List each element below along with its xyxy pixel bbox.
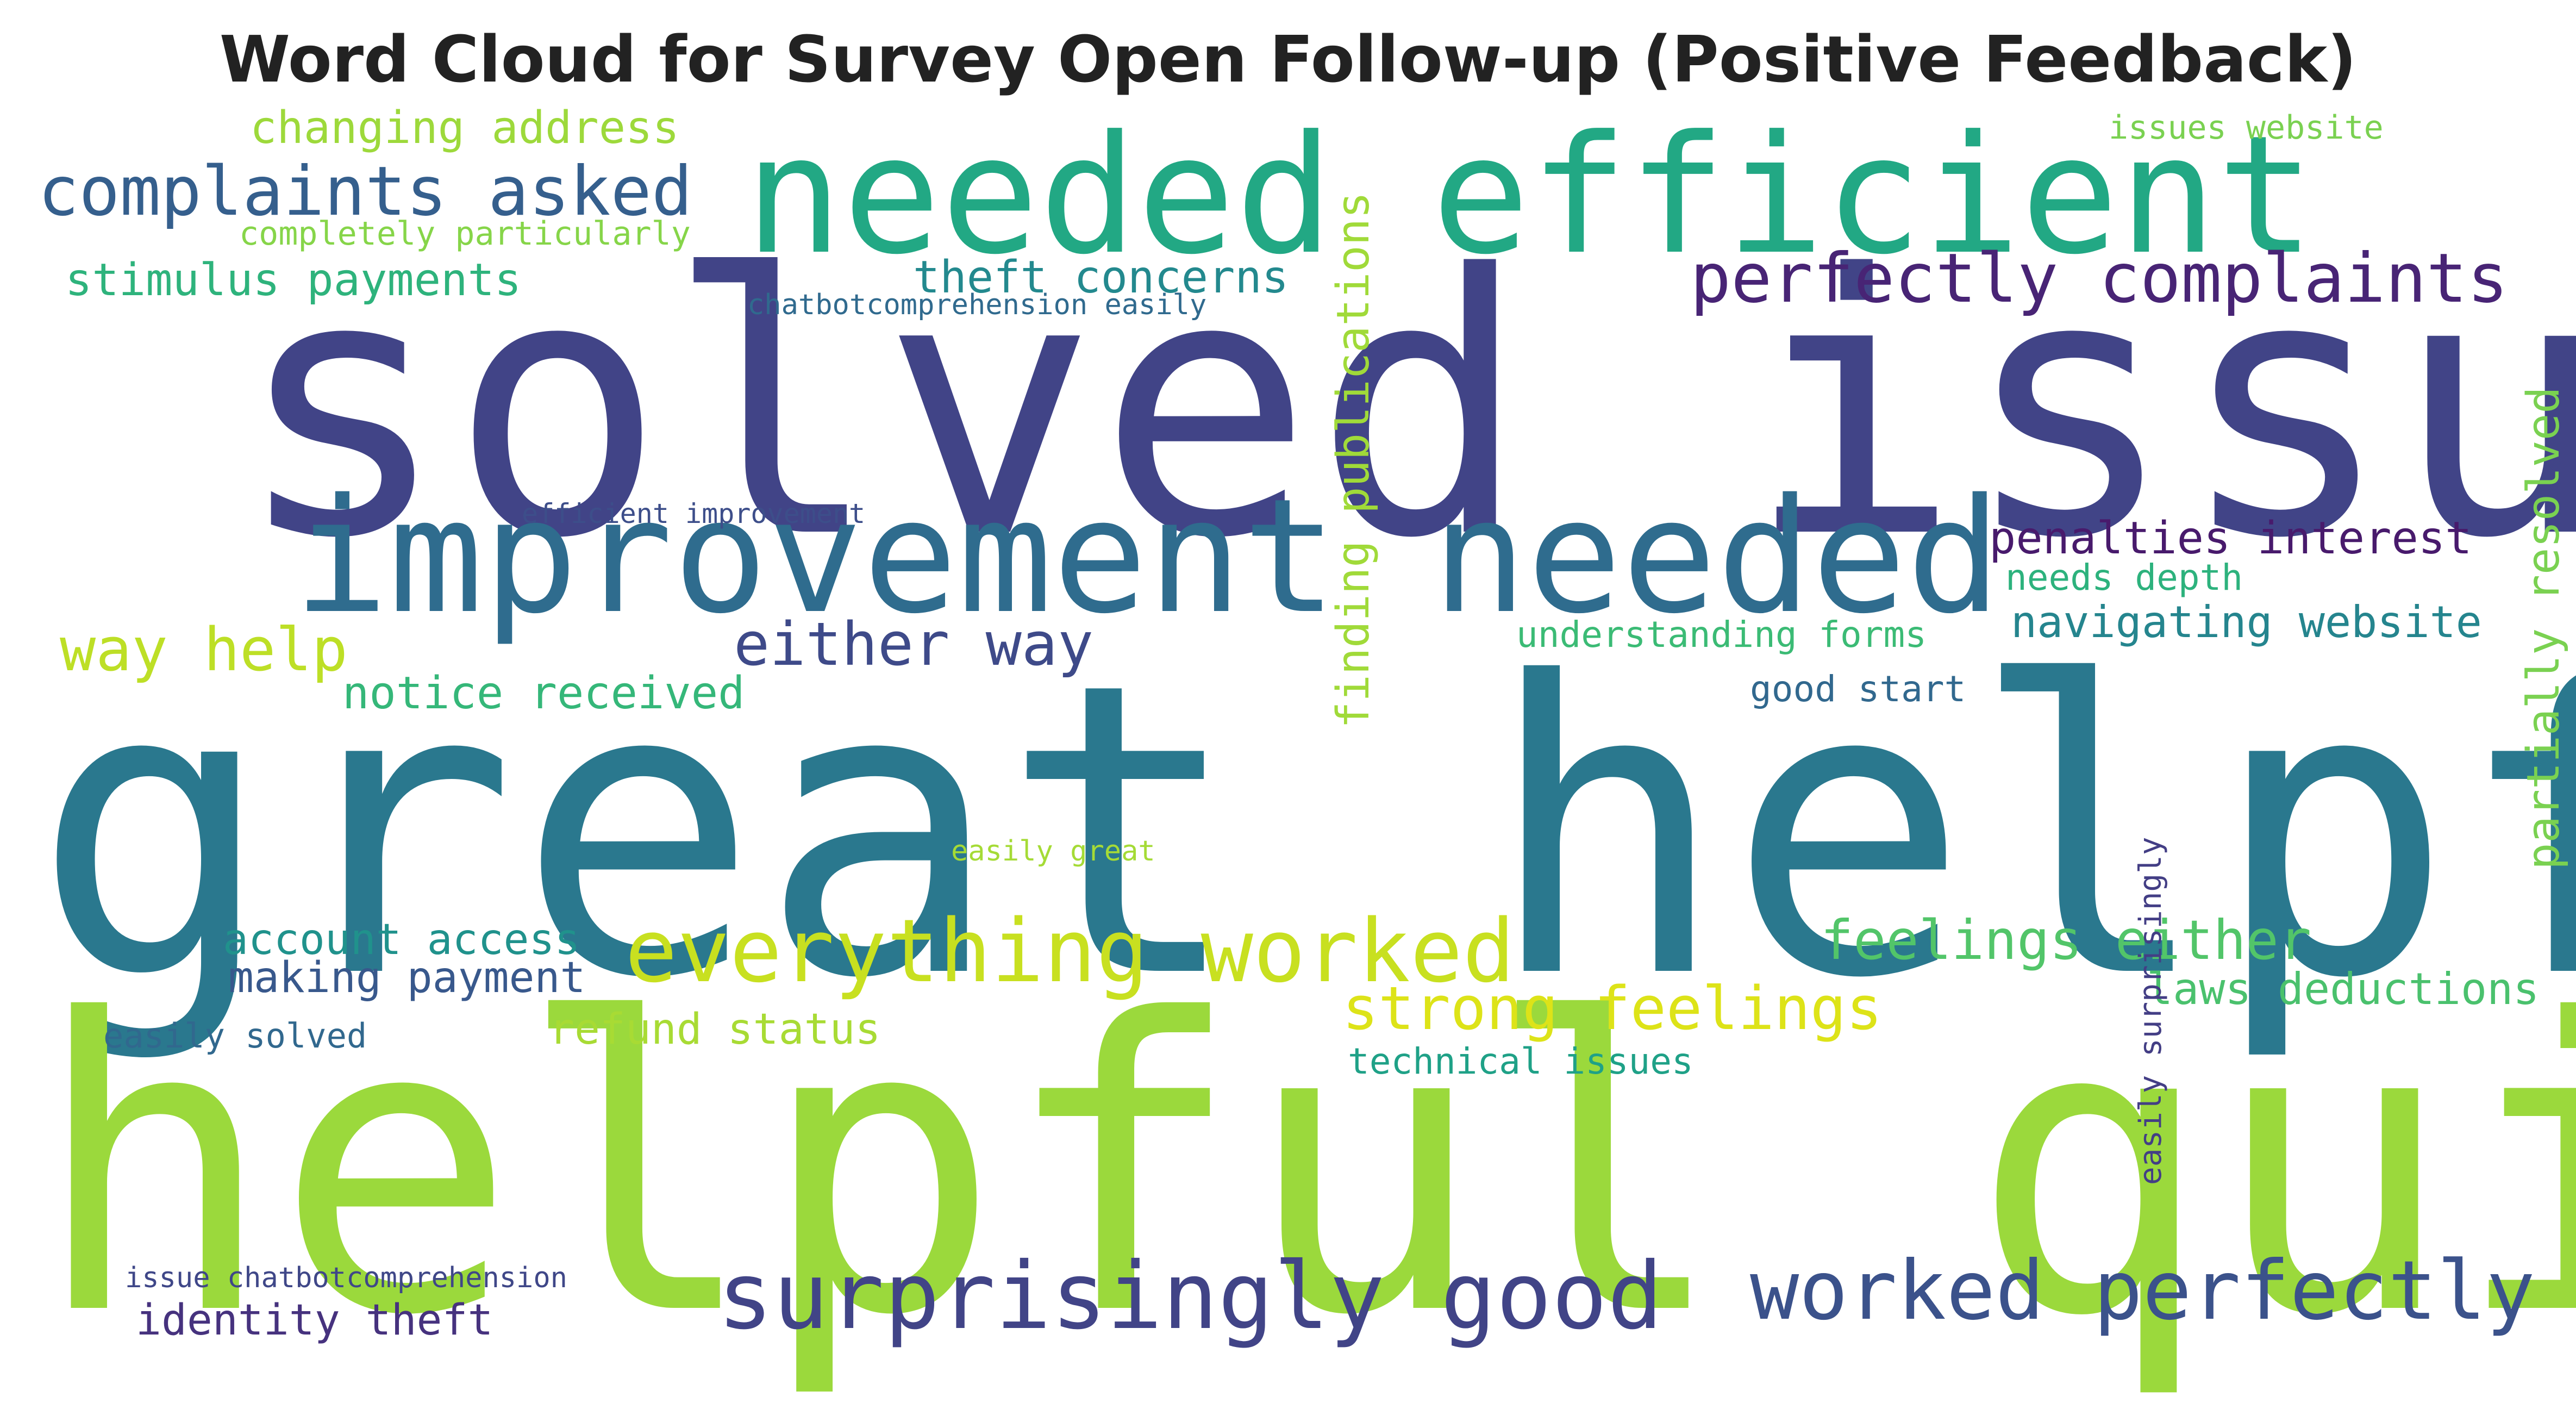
word-27: technical issues (1348, 1040, 1693, 1082)
word-24: refund status (549, 1005, 881, 1054)
word-7: everything worked (625, 900, 1515, 1002)
word-17: theft concerns (913, 252, 1289, 303)
word-8: perfectly complaints (1690, 239, 2509, 318)
word-2: helpful quick (33, 934, 2576, 1403)
word-22: changing address (250, 102, 679, 154)
word-20: notice received (342, 668, 745, 719)
word-13: way help (60, 615, 348, 684)
word-34: chatbotcomprehension easily (747, 289, 1207, 321)
word-30: good start (1750, 668, 1966, 710)
word-0: solved issue (234, 198, 2576, 616)
word-33: completely particularly (239, 215, 691, 253)
word-5: surprisingly good (717, 1243, 1663, 1350)
word-4: improvement needed (293, 465, 2002, 649)
word-18: account access (223, 915, 580, 964)
word-32: issues website (2109, 109, 2384, 147)
word-36: easily great (951, 835, 1155, 868)
word-10: strong feelings (1342, 974, 1883, 1043)
word-35: efficient improvement (522, 498, 866, 529)
word-23: identity theft (136, 1296, 493, 1345)
word-1: great helpful (33, 597, 2576, 1066)
chart-title: Word Cloud for Survey Open Follow-up (Po… (219, 22, 2357, 97)
word-6: worked perfectly (1750, 1244, 2535, 1338)
word-11: feelings either (1821, 908, 2312, 972)
word-38: issue chatbotcomprehension (125, 1262, 567, 1294)
word-29: easily solved (103, 1016, 367, 1056)
word-37: easily surprisingly (2133, 837, 2168, 1185)
word-19: making payment (228, 953, 586, 1002)
word-28: understanding forms (1516, 614, 1927, 656)
word-25: finding publications (1328, 191, 1379, 728)
word-16: laws deductions (2147, 964, 2540, 1014)
word-3: needed efficient (745, 101, 2315, 290)
word-9: complaints asked (38, 152, 693, 231)
word-12: either way (734, 609, 1094, 679)
word-21: stimulus payments (65, 254, 522, 306)
word-15: navigating website (2011, 597, 2482, 647)
word-26: partially resolved (2518, 386, 2569, 870)
word-31: needs depth (2005, 557, 2243, 598)
word-14: penalties interest (1989, 513, 2472, 564)
